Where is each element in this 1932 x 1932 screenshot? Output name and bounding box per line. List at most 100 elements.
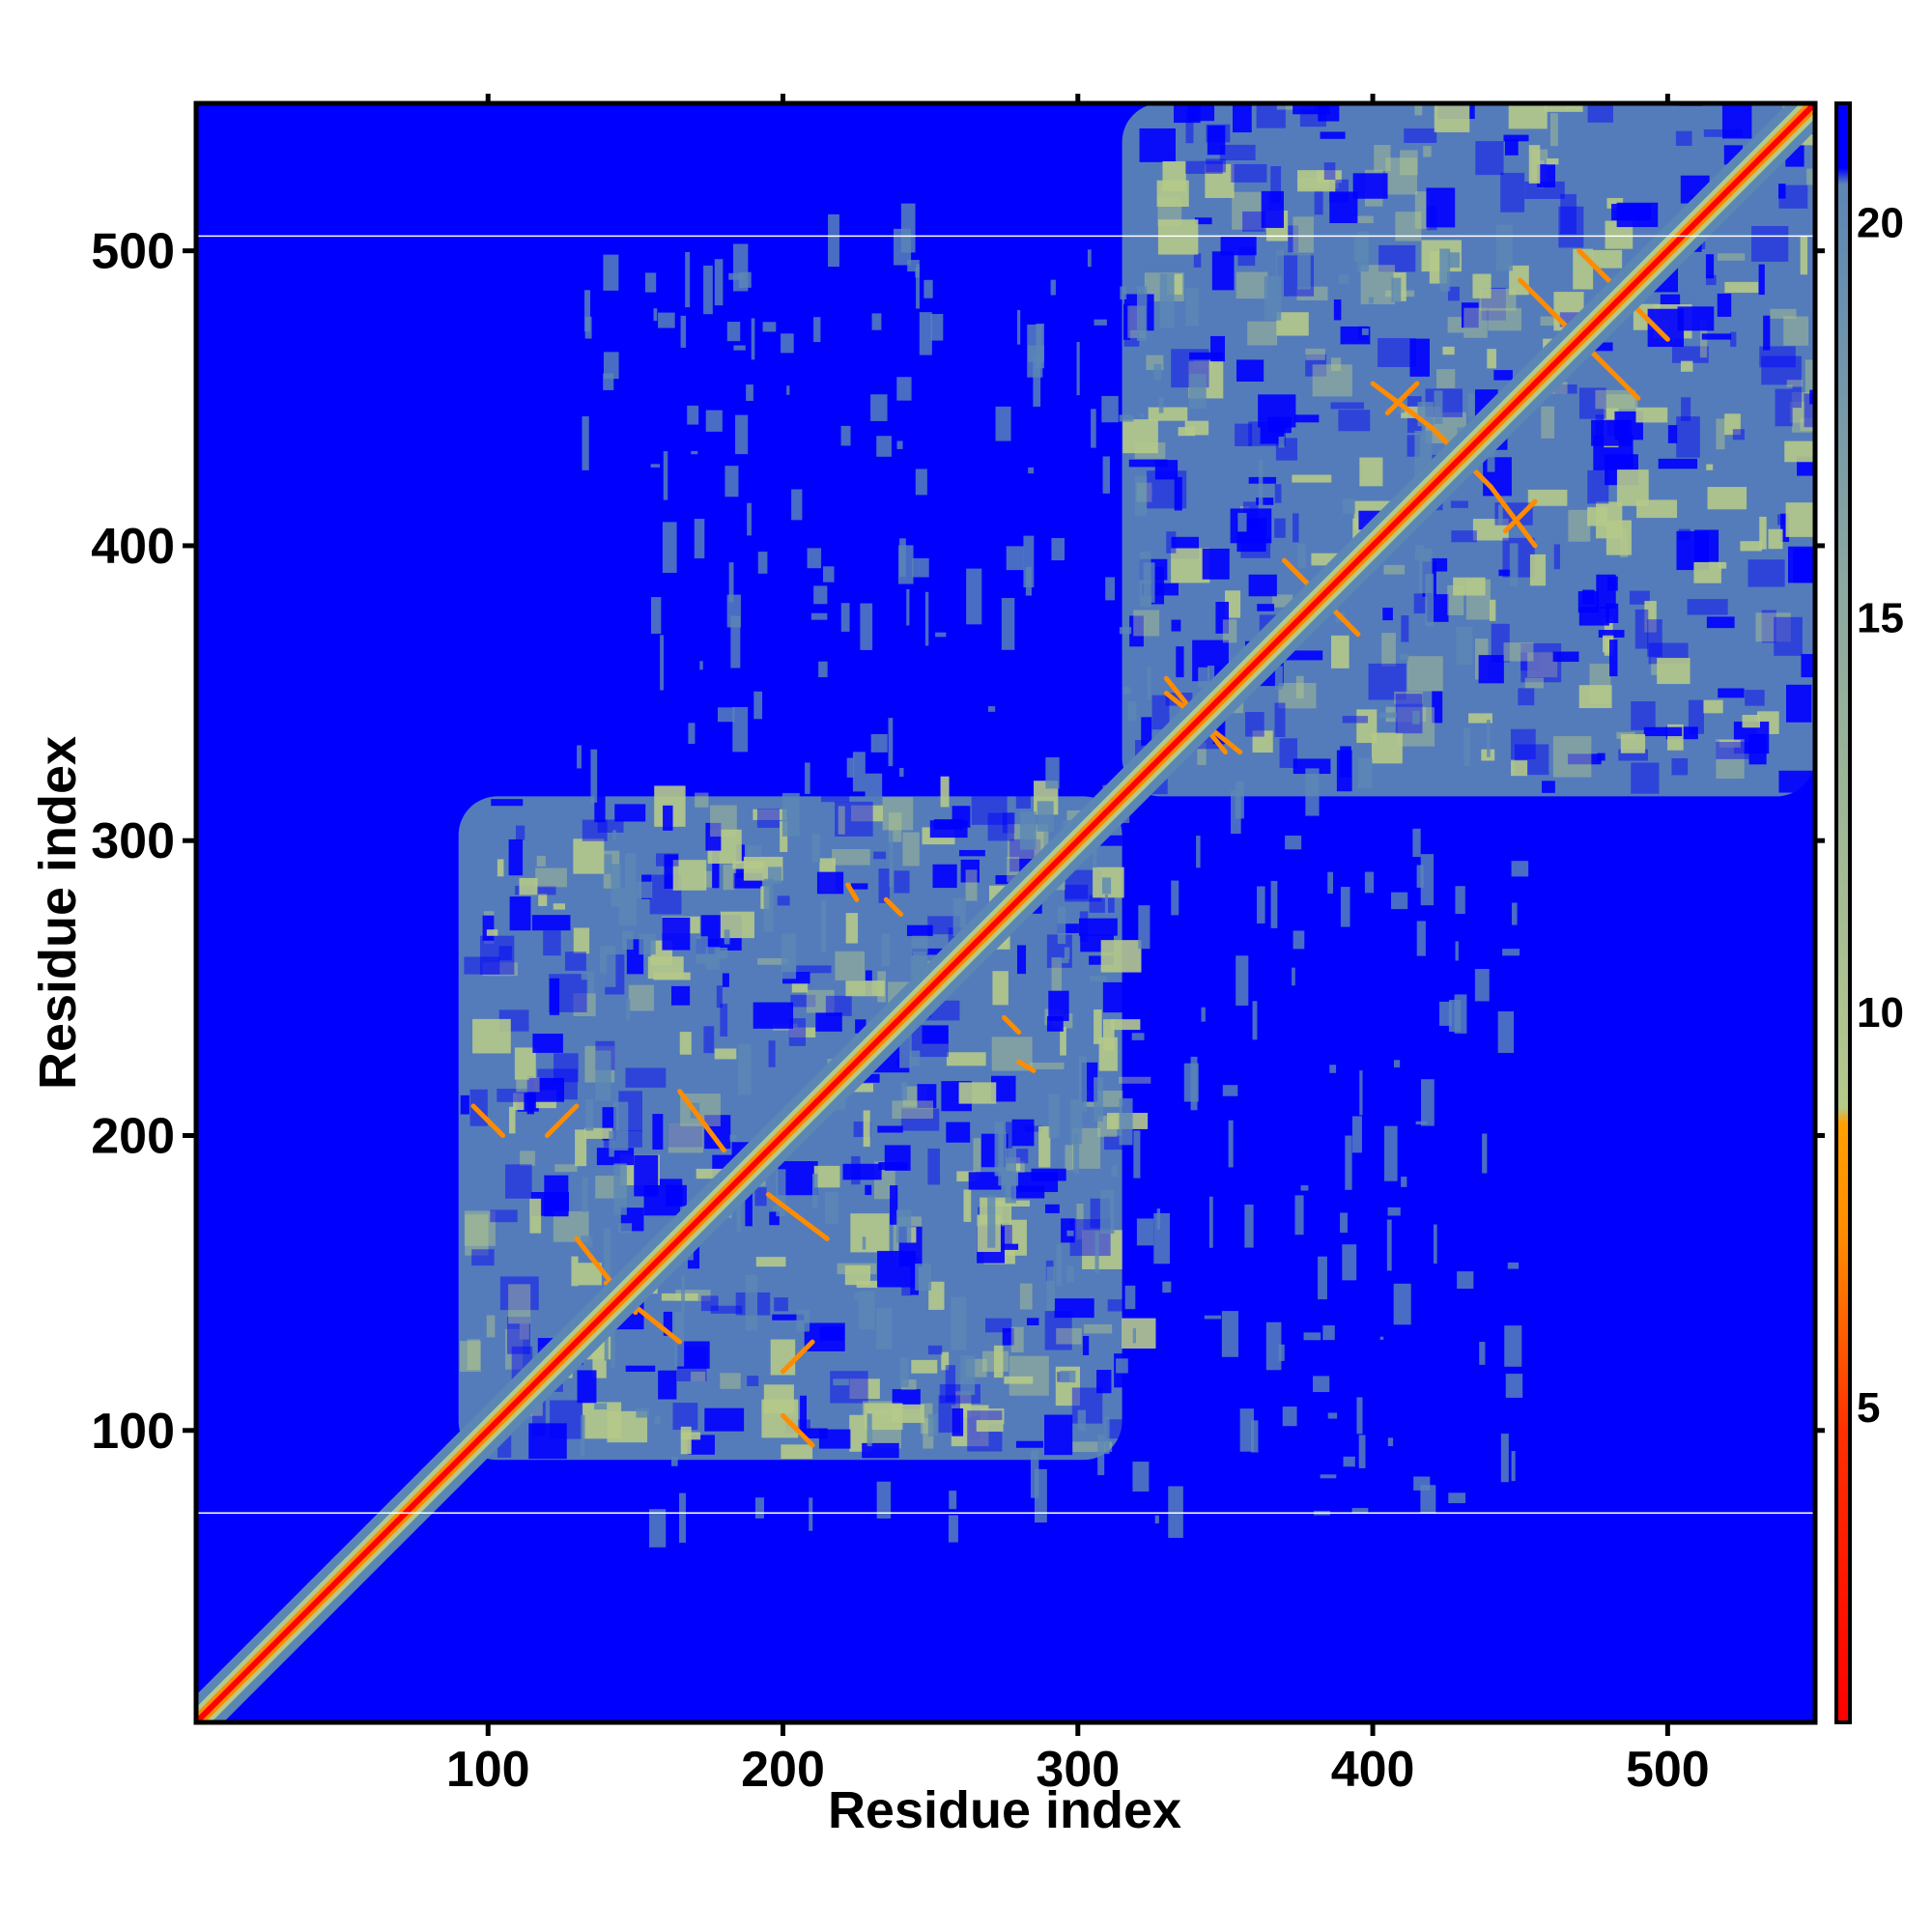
domain-patch bbox=[1297, 170, 1336, 192]
speckle-mark bbox=[751, 318, 755, 360]
speckle-mark bbox=[1132, 1327, 1136, 1344]
speckle-mark bbox=[899, 767, 904, 778]
speckle-mark bbox=[1497, 1010, 1515, 1054]
domain-patch bbox=[1288, 225, 1299, 253]
speckle-mark bbox=[1361, 328, 1369, 335]
domain-patch bbox=[1076, 1204, 1084, 1240]
speckle-mark bbox=[613, 1163, 627, 1215]
speckle-mark bbox=[987, 706, 996, 712]
domain-patch bbox=[564, 952, 586, 971]
domain-patch bbox=[1129, 615, 1144, 647]
domain-patch bbox=[543, 930, 561, 956]
domain-patch bbox=[1463, 307, 1488, 338]
speckle-mark bbox=[613, 1101, 629, 1151]
domain-patch bbox=[1071, 1441, 1113, 1453]
domain-patch bbox=[1442, 346, 1455, 355]
speckle-mark bbox=[747, 845, 762, 856]
speckle-mark bbox=[658, 312, 675, 328]
domain-patch bbox=[710, 1305, 743, 1314]
domain-patch bbox=[1057, 923, 1079, 934]
speckle-mark bbox=[654, 1415, 661, 1425]
domain-patch bbox=[945, 1365, 956, 1403]
x-tick-label: 300 bbox=[1036, 1742, 1120, 1798]
domain-patch bbox=[1148, 407, 1188, 421]
domain-patch bbox=[1758, 264, 1765, 296]
speckle-mark bbox=[1136, 286, 1148, 341]
domain-patch bbox=[1786, 380, 1804, 387]
domain-patch bbox=[923, 1417, 934, 1449]
speckle-mark bbox=[763, 878, 774, 932]
speckle-mark bbox=[584, 316, 592, 339]
speckle-mark bbox=[876, 436, 892, 457]
speckle-mark bbox=[1099, 1189, 1115, 1235]
domain-patch bbox=[1718, 561, 1727, 569]
domain-patch bbox=[479, 935, 515, 975]
domain-patch bbox=[850, 1083, 873, 1093]
speckle-mark bbox=[1045, 756, 1060, 789]
speckle-mark bbox=[915, 267, 920, 278]
speckle-mark bbox=[1001, 597, 1015, 650]
domain-patch bbox=[796, 965, 832, 974]
domain-patch bbox=[1785, 502, 1815, 537]
contact-streak bbox=[1001, 1014, 1022, 1036]
speckle-mark bbox=[636, 1407, 650, 1418]
domain-patch bbox=[1096, 1370, 1112, 1394]
domain-patch bbox=[584, 1127, 613, 1139]
speckle-mark bbox=[1285, 835, 1302, 850]
domain-patch bbox=[497, 859, 504, 877]
domain-patch bbox=[554, 1053, 579, 1083]
domain-patch bbox=[1607, 576, 1618, 591]
domain-patch bbox=[1618, 749, 1648, 761]
domain-patch bbox=[486, 929, 498, 936]
domain-patch bbox=[1247, 321, 1278, 346]
domain-patch bbox=[952, 1407, 964, 1436]
domain-patch bbox=[1211, 251, 1235, 291]
domain-patch bbox=[1634, 609, 1649, 649]
domain-patch bbox=[538, 893, 548, 906]
speckle-mark bbox=[1064, 947, 1070, 959]
speckle-mark bbox=[1159, 273, 1175, 328]
domain-patch bbox=[1540, 316, 1559, 327]
domain-patch bbox=[1693, 561, 1721, 583]
domain-patch bbox=[1778, 770, 1815, 793]
domain-patch bbox=[723, 865, 735, 891]
domain-patch bbox=[1801, 654, 1815, 678]
speckle-mark bbox=[753, 691, 763, 720]
speckle-mark bbox=[1139, 413, 1145, 418]
domain-patch bbox=[1098, 835, 1122, 846]
domain-patch bbox=[819, 1326, 845, 1341]
contact-streak bbox=[1370, 381, 1435, 431]
domain-patch bbox=[932, 864, 957, 889]
speckle-mark bbox=[1134, 475, 1148, 517]
domain-patch bbox=[1547, 157, 1559, 165]
speckle-mark bbox=[1139, 551, 1151, 608]
domain-patch bbox=[1778, 184, 1786, 199]
domain-patch bbox=[933, 819, 964, 830]
speckle-mark bbox=[862, 1236, 867, 1250]
domain-patch bbox=[976, 1420, 1004, 1433]
domain-patch bbox=[1034, 830, 1044, 867]
speckle-mark bbox=[807, 548, 822, 569]
domain-patch bbox=[1616, 202, 1659, 228]
domain-patch bbox=[1681, 397, 1691, 421]
speckle-mark bbox=[1416, 921, 1426, 956]
domain-patch bbox=[1205, 163, 1235, 198]
domain-patch bbox=[1491, 623, 1510, 663]
domain-patch bbox=[549, 978, 560, 1015]
speckle-mark bbox=[911, 557, 929, 578]
speckle-mark bbox=[1077, 1409, 1086, 1432]
domain-patch bbox=[1378, 244, 1416, 272]
speckle-mark bbox=[949, 1491, 957, 1510]
speckle-mark bbox=[1154, 1515, 1159, 1524]
speckle-mark bbox=[594, 1403, 608, 1410]
speckle-mark bbox=[1131, 1033, 1145, 1040]
speckle-mark bbox=[1228, 1120, 1234, 1168]
domain-patch bbox=[1774, 616, 1803, 656]
domain-patch bbox=[946, 1052, 986, 1066]
domain-patch bbox=[1527, 489, 1568, 506]
domain-patch bbox=[529, 1198, 542, 1234]
speckle-mark bbox=[1119, 627, 1132, 635]
domain-patch bbox=[1705, 254, 1715, 279]
speckle-mark bbox=[1390, 892, 1408, 910]
speckle-mark bbox=[714, 259, 724, 306]
